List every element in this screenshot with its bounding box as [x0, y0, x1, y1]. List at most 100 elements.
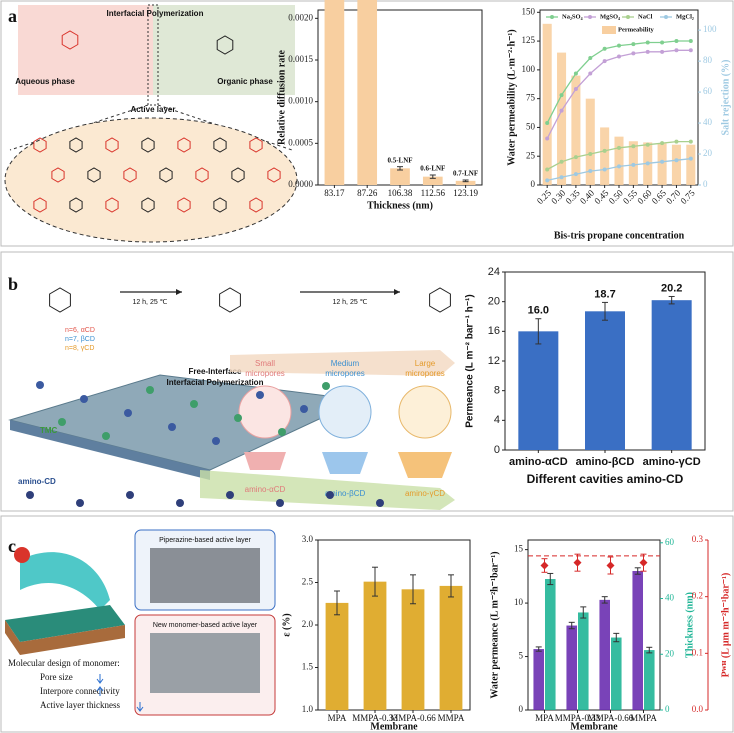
structure — [61, 30, 79, 50]
n-value: n=7, βCD — [65, 336, 95, 343]
y2-tick-label: 80 — [703, 55, 713, 65]
point — [645, 49, 650, 54]
bar — [671, 144, 681, 185]
y-tick-label: 12 — [488, 355, 500, 367]
structure — [141, 197, 155, 213]
x-tick-label: 106.38 — [388, 188, 413, 198]
structure — [105, 137, 119, 153]
structure — [159, 167, 173, 183]
point — [674, 48, 679, 53]
pore-circle — [238, 385, 292, 439]
x-tick-label: MPA — [535, 713, 554, 723]
x-tick-label: MMPA-0.66 — [588, 713, 634, 723]
bar — [518, 331, 559, 450]
x-tick-label: 0.75 — [678, 187, 697, 206]
series-line — [546, 40, 691, 124]
cone — [244, 452, 286, 470]
pore-arrow — [230, 350, 455, 376]
bar — [324, 0, 345, 185]
bar — [325, 602, 349, 710]
y-tick-label: 1.0 — [302, 704, 314, 714]
particle — [190, 400, 198, 408]
y3-tick-label: 0.2 — [692, 591, 703, 601]
n-value: n=8, γCD — [65, 345, 94, 352]
y-tick-label: 0.0015 — [288, 54, 313, 64]
y-axis-label: Water permeability (L·m⁻²·h⁻¹) — [506, 29, 517, 165]
bar — [439, 585, 463, 710]
y-tick-label: 3.0 — [302, 534, 314, 544]
pore-label: micropores — [325, 369, 365, 378]
structure — [429, 287, 451, 313]
structure — [195, 167, 209, 183]
particle — [226, 491, 234, 499]
y-tick-label: 0.0010 — [288, 96, 313, 106]
structure — [249, 197, 263, 213]
particle — [102, 432, 110, 440]
value-label: 18.7 — [594, 288, 615, 300]
point — [674, 158, 679, 163]
structure — [69, 197, 83, 213]
x-axis-label: Thickness (nm) — [367, 200, 433, 211]
point — [660, 159, 665, 164]
particle — [276, 499, 284, 507]
point — [631, 42, 636, 47]
bar — [545, 579, 556, 710]
point — [559, 159, 564, 164]
legend-label: MgSO₄ — [600, 13, 620, 20]
bar — [611, 637, 622, 710]
x-tick-label: MMPA-0.33 — [555, 713, 601, 723]
point — [631, 51, 636, 56]
y2-axis-label: Thickness (nm) — [684, 592, 695, 658]
diagram-title: Interfacial Polymerization — [107, 9, 204, 18]
y-tick-label: 0.0000 — [288, 179, 313, 189]
y2-tick-label: 40 — [703, 117, 713, 127]
bar-label: 0.6-LNF — [420, 165, 445, 173]
bar — [599, 599, 610, 710]
bar — [651, 300, 692, 450]
bar — [455, 180, 476, 185]
point — [559, 93, 564, 98]
point — [688, 48, 693, 53]
particle — [80, 395, 88, 403]
splash — [20, 552, 110, 610]
organic-bg — [153, 5, 295, 95]
tmc-label: TMC — [40, 426, 58, 435]
x-tick-label: MMPA-0.33 — [352, 713, 398, 723]
sem-image — [150, 633, 260, 693]
legend-swatch — [588, 15, 592, 19]
structure — [105, 197, 119, 213]
y2-tick-label: 20 — [665, 648, 675, 658]
structure — [219, 287, 241, 313]
pore-circle — [318, 385, 372, 439]
design-title: Molecular design of monomer: — [8, 658, 120, 668]
particle — [326, 491, 334, 499]
particle — [168, 423, 176, 431]
x-tick-label: MMPA — [630, 713, 657, 723]
y-tick-label: 10 — [514, 597, 524, 607]
structure — [141, 137, 155, 153]
cone — [398, 452, 452, 478]
condition: 12 h, 25 ℃ — [132, 299, 167, 306]
y-tick-label: 75 — [526, 93, 536, 103]
membrane-side — [5, 620, 125, 655]
pore-label: Small — [255, 359, 275, 368]
particle — [36, 381, 44, 389]
y2-axis-label: Salt rejection (%) — [720, 60, 731, 136]
y-tick-label: 2.5 — [302, 577, 314, 587]
pore-circle — [398, 385, 452, 439]
point — [588, 169, 593, 174]
x-axis-label: Membrane — [570, 721, 618, 732]
point — [573, 86, 578, 91]
structure — [249, 137, 263, 153]
y-tick-label: 2.0 — [302, 619, 314, 629]
particle — [256, 391, 264, 399]
y2-tick-label: 60 — [703, 86, 713, 96]
particle — [300, 405, 308, 413]
legend-label: NaCl — [638, 13, 653, 20]
point — [617, 43, 621, 48]
y2-tick-label: 60 — [665, 537, 675, 547]
legend-swatch — [602, 26, 616, 34]
x-axis-label: Different cavities amino-CD — [527, 472, 684, 486]
x-tick-label: 123.19 — [453, 188, 478, 198]
